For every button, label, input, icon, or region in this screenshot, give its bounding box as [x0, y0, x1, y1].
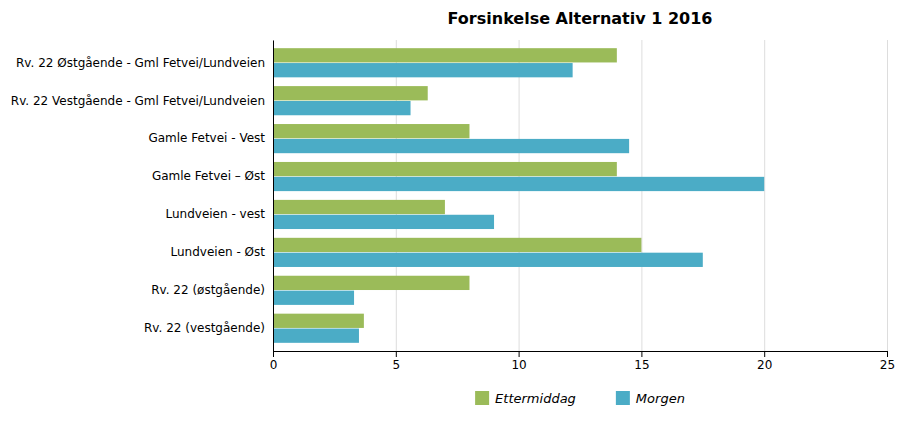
x-tick: 15 [634, 351, 649, 372]
x-tick-label: 0 [270, 358, 278, 372]
x-tick-mark [273, 351, 274, 357]
y-tick: Rv. 22 (østgående) [151, 283, 265, 297]
grid-tick [641, 40, 642, 351]
x-tick: 10 [511, 351, 526, 372]
x-axis: 0 5 10 15 20 25 [270, 351, 895, 372]
plot: 0 5 10 15 20 25 Rv. 22 Østgående - Gml Fetvei/… [11, 40, 895, 372]
y-tick-label: Lundveien - vest [165, 207, 265, 221]
legend-swatch [475, 391, 489, 405]
grid-tick [273, 40, 274, 351]
bar [273, 238, 641, 252]
title: Forsinkelse Alternativ 1 2016 [448, 9, 713, 28]
x-tick-label: 15 [634, 358, 649, 372]
y-tick-label: Lundveien - Øst [171, 245, 266, 259]
x-tick: 25 [880, 351, 895, 372]
y-tick: Lundveien - vest [165, 207, 265, 221]
bar [273, 329, 359, 343]
bar [273, 314, 364, 328]
bar [273, 253, 703, 267]
y-tick: Rv. 22 Vestgående - Gml Fetvei/Lundveien [11, 94, 265, 108]
grid-tick [764, 40, 765, 351]
legend-label: Ettermiddag [495, 391, 576, 406]
grid-line [887, 40, 888, 351]
y-tick: Lundveien - Øst [171, 245, 266, 259]
y-tick: Gamle Fetvei – Øst [152, 169, 265, 183]
y-tick: Rv. 22 (vestgående) [144, 321, 265, 335]
x-tick-label: 5 [392, 358, 400, 372]
y-tick: Gamle Fetvei - Vest [148, 131, 265, 145]
grid-line [519, 40, 520, 351]
y-tick-label: Rv. 22 (vestgående) [144, 321, 265, 335]
x-tick-label: 10 [511, 358, 526, 372]
x-tick-label: 25 [880, 358, 895, 372]
bar [273, 86, 428, 100]
grid-line [641, 40, 642, 351]
y-tick-label: Gamle Fetvei – Øst [152, 169, 265, 183]
grid-line [764, 40, 765, 351]
x-tick-mark [396, 351, 397, 357]
grid-line [273, 40, 274, 351]
x-tick: 20 [757, 351, 772, 372]
bar [273, 177, 764, 191]
bar [273, 276, 469, 290]
bar [273, 124, 469, 138]
x-tick-mark [641, 351, 642, 357]
bar [273, 48, 617, 62]
grid-tick [887, 40, 888, 351]
grid [274, 40, 888, 351]
bar [273, 63, 573, 77]
x-tick-mark [764, 351, 765, 357]
x-tick-label: 20 [757, 358, 772, 372]
legend-swatch [616, 391, 630, 405]
bar-series [273, 63, 764, 343]
bar [273, 139, 629, 153]
y-tick-label: Gamle Fetvei - Vest [148, 131, 265, 145]
x-tick-mark [519, 351, 520, 357]
legend: Ettermiddag Morgen [475, 391, 685, 406]
grid-tick [519, 40, 520, 351]
bar [273, 200, 445, 214]
bar [273, 291, 354, 305]
legend-label: Morgen [636, 391, 685, 406]
y-tick-label: Rv. 22 (østgående) [151, 283, 265, 297]
bar [273, 101, 411, 115]
bar [273, 162, 617, 176]
y-axis: Rv. 22 Østgående - Gml Fetvei/Lundveien R… [11, 41, 274, 352]
bars [273, 48, 764, 343]
y-tick-label: Rv. 22 Vestgående - Gml Fetvei/Lundveien [11, 94, 265, 108]
x-axis-line [274, 352, 888, 358]
y-tick: Rv. 22 Østgående - Gml Fetvei/Lundveien [16, 56, 265, 70]
y-tick-label: Rv. 22 Østgående - Gml Fetvei/Lundveien [16, 56, 265, 70]
x-tick: 0 [270, 351, 278, 372]
legend-item: Ettermiddag [475, 391, 576, 406]
x-tick: 5 [392, 351, 400, 372]
bar [273, 215, 494, 229]
y-axis-line [273, 41, 274, 352]
legend-item: Morgen [616, 391, 685, 406]
chart: 0 5 10 15 20 25 Rv. 22 Østgående - Gml Fetvei/… [0, 0, 917, 423]
x-tick-mark [887, 351, 888, 357]
